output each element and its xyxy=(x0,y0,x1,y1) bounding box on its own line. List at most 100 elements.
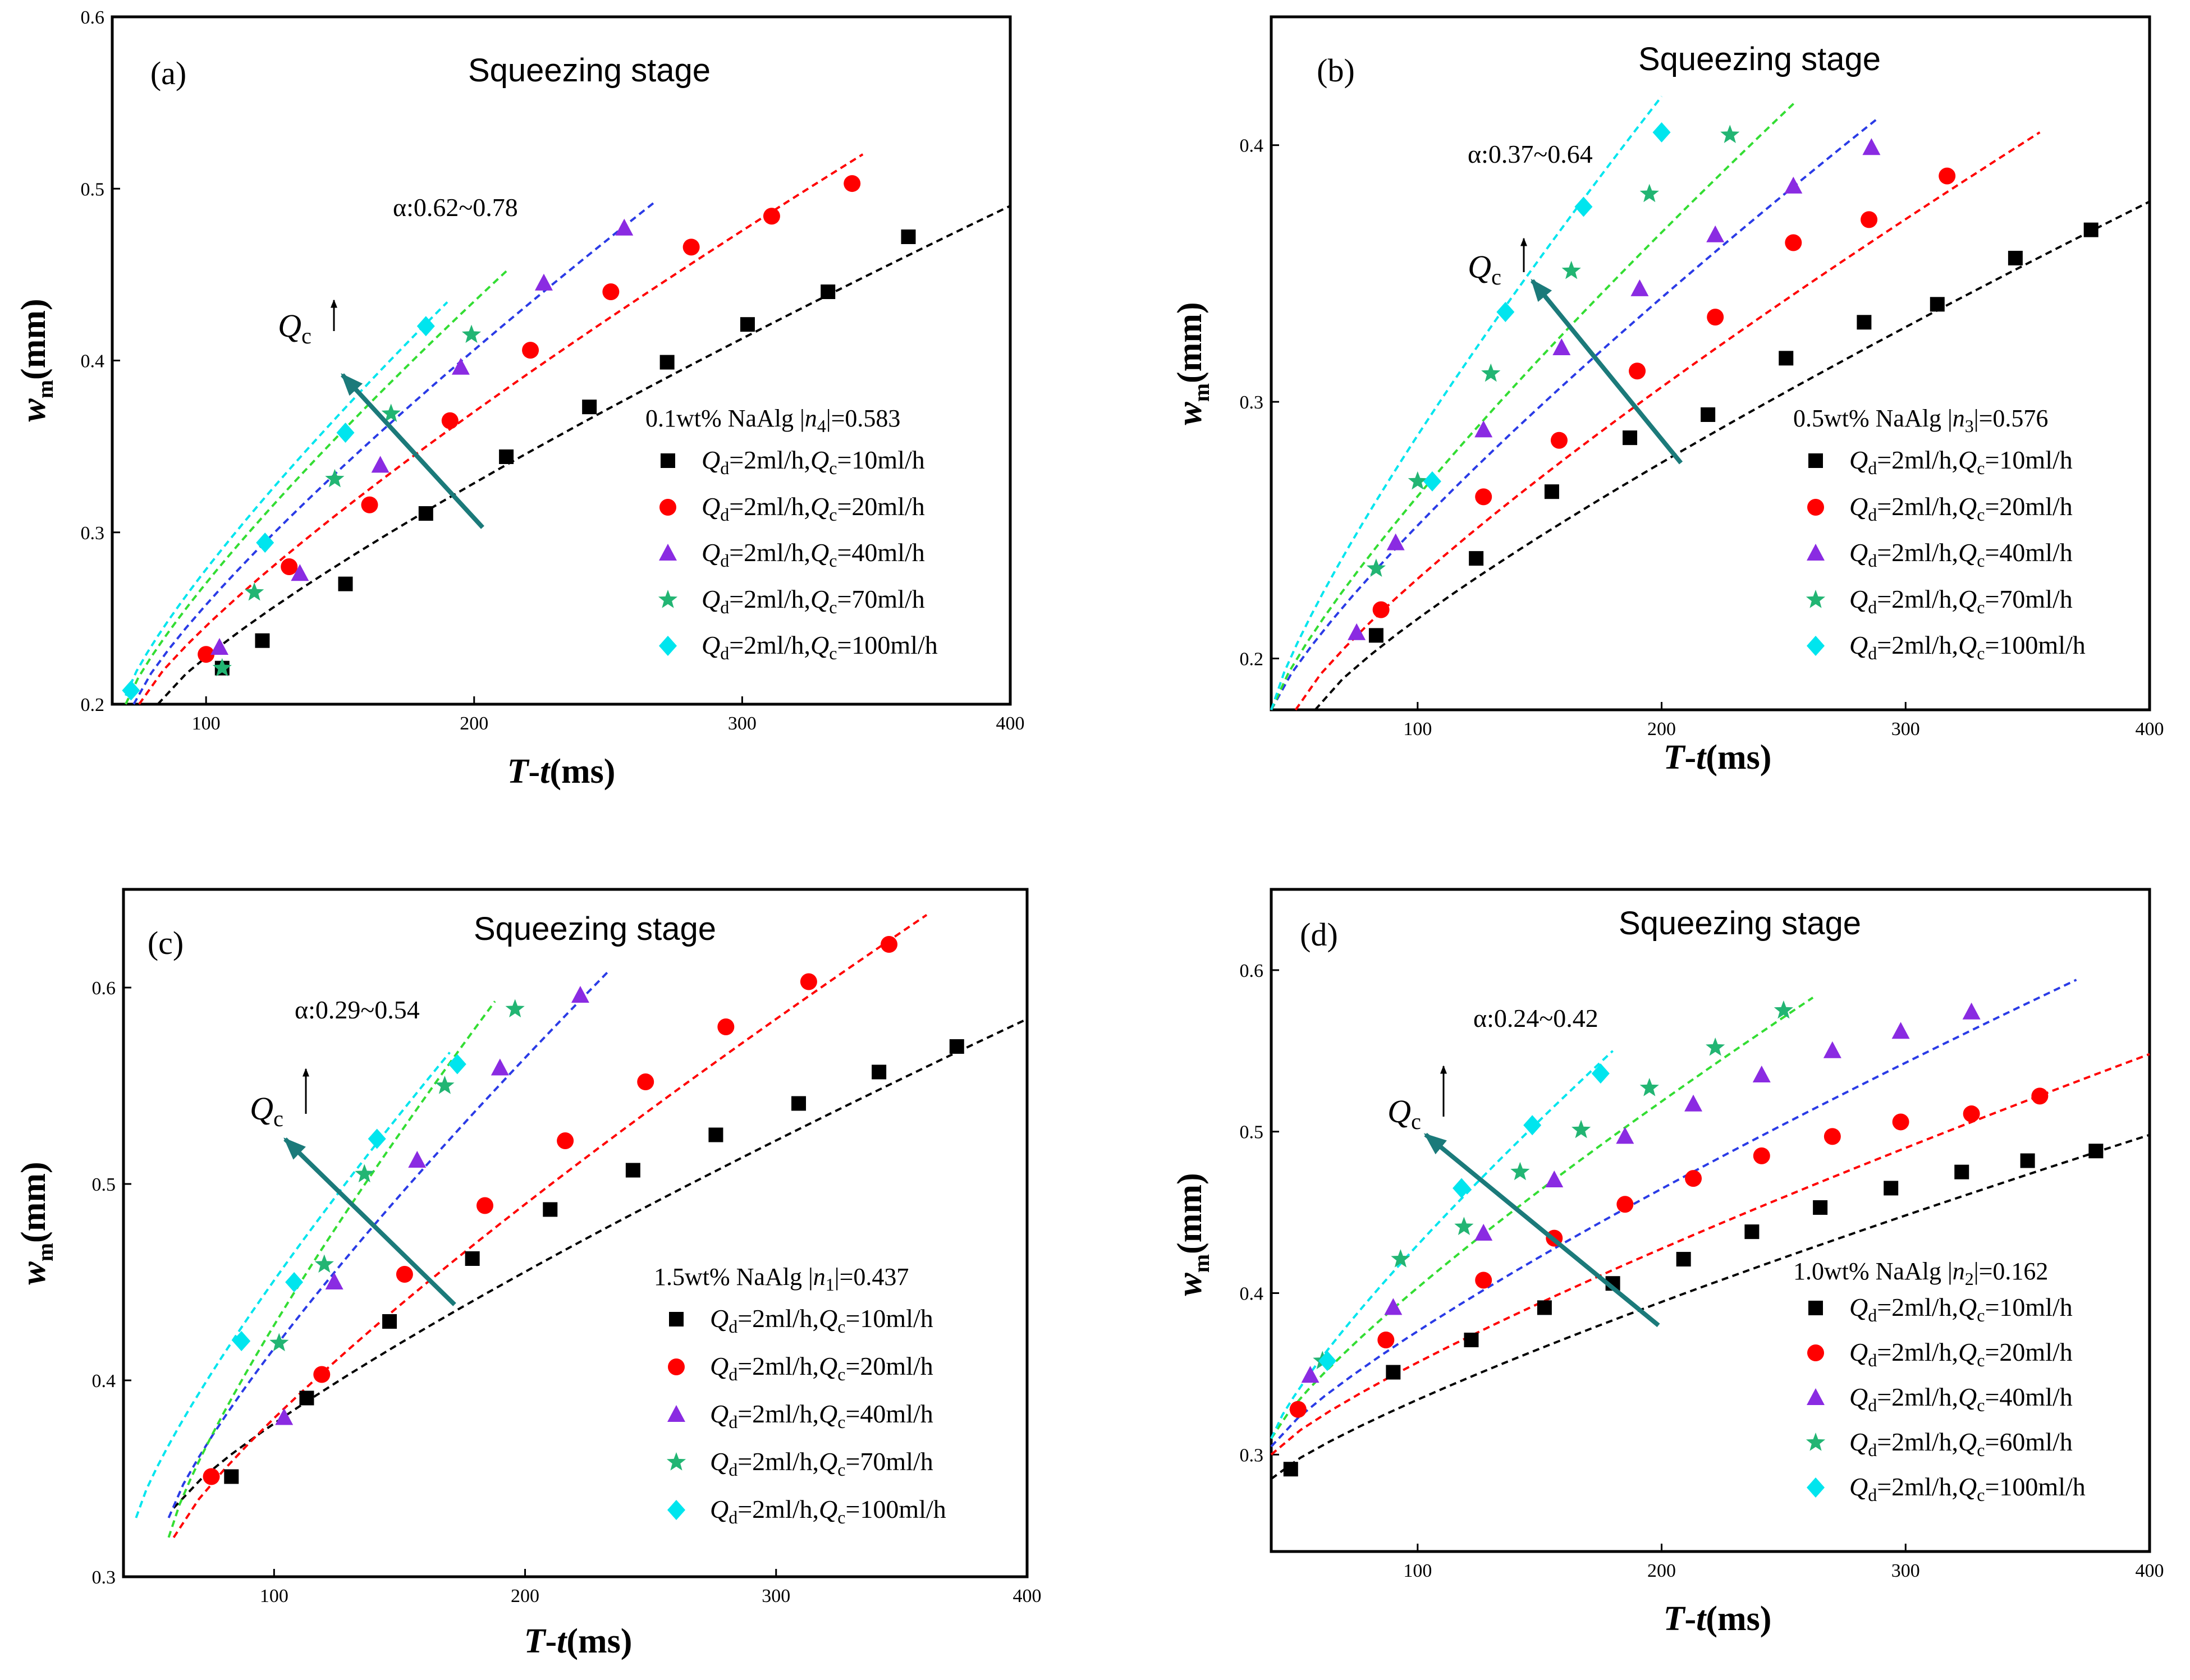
legend-title: 0.5wt% NaAlg |n3|=0.576 xyxy=(1793,405,2048,436)
series-2 xyxy=(203,936,898,1485)
data-point xyxy=(465,1251,480,1266)
data-point xyxy=(872,1064,887,1080)
data-point xyxy=(245,582,264,601)
chart-title: Squeezing stage xyxy=(468,52,711,89)
x-axis-title: T-t(ms) xyxy=(507,752,616,791)
data-point xyxy=(418,506,433,521)
data-point xyxy=(491,1058,509,1076)
data-point xyxy=(1481,363,1501,382)
data-point xyxy=(1639,183,1659,203)
legend-entry: Qd=2ml/h,Qc=10ml/h xyxy=(710,1304,933,1337)
series-4 xyxy=(1366,125,1740,577)
y-tick-label: 0.3 xyxy=(92,1567,116,1588)
data-point xyxy=(382,1314,397,1329)
data-point xyxy=(1523,1115,1542,1136)
x-tick-label: 300 xyxy=(762,1586,790,1606)
data-point xyxy=(1774,1000,1793,1019)
data-point xyxy=(800,973,817,990)
data-point xyxy=(1962,1002,1981,1020)
data-point xyxy=(2031,1087,2049,1105)
trend-arrow xyxy=(1530,278,1683,465)
data-point xyxy=(232,1331,251,1351)
trend-arrow xyxy=(341,373,484,529)
data-point xyxy=(477,1197,493,1214)
x-axis-title: T-t(ms) xyxy=(1664,1600,1772,1638)
series-3 xyxy=(1348,138,1881,640)
data-point xyxy=(1561,260,1581,279)
y-tick-label: 0.2 xyxy=(1240,649,1264,670)
data-point xyxy=(1545,1171,1564,1188)
data-point xyxy=(285,1272,304,1292)
legend-marker xyxy=(1807,1477,1825,1498)
data-point xyxy=(1348,623,1366,640)
y-tick-label: 0.2 xyxy=(81,695,105,715)
data-point xyxy=(1752,1065,1771,1082)
y-tick-label: 0.6 xyxy=(81,7,105,28)
data-point xyxy=(122,680,140,701)
data-point xyxy=(361,496,378,513)
data-point xyxy=(338,576,353,591)
data-point xyxy=(1474,420,1493,438)
data-point xyxy=(637,1073,654,1090)
data-point xyxy=(1963,1105,1980,1123)
data-point xyxy=(1779,351,1794,366)
data-point xyxy=(2083,222,2099,237)
legend-marker xyxy=(659,499,676,516)
legend-entry: Qd=2ml/h,Qc=10ml/h xyxy=(1849,1293,2073,1325)
data-point xyxy=(844,175,861,192)
data-point xyxy=(1475,488,1492,506)
legend-marker xyxy=(1808,1301,1823,1315)
data-point xyxy=(212,658,232,677)
fit-curve xyxy=(125,301,448,696)
legend-marker xyxy=(667,1500,685,1520)
data-point xyxy=(281,558,298,575)
legend-entry: Qd=2ml/h,Qc=100ml/h xyxy=(710,1495,946,1527)
series-4 xyxy=(212,324,482,677)
series-5 xyxy=(122,316,435,701)
data-point xyxy=(1706,225,1725,242)
data-point xyxy=(791,1096,807,1111)
data-point xyxy=(1464,1332,1479,1347)
fit-curve xyxy=(1270,997,1814,1439)
series-5 xyxy=(1423,122,1671,492)
legend-marker xyxy=(669,1312,684,1326)
y-tick-label: 0.3 xyxy=(81,523,105,544)
alpha-annotation: α:0.62~0.78 xyxy=(393,193,518,222)
data-point xyxy=(582,400,597,415)
fit-curve xyxy=(1270,1133,2150,1480)
panel-tag: (b) xyxy=(1317,52,1355,89)
data-point xyxy=(522,342,539,359)
data-point xyxy=(1701,407,1716,422)
x-tick-label: 100 xyxy=(260,1586,288,1606)
data-point xyxy=(717,1018,735,1035)
alpha-annotation: α:0.29~0.54 xyxy=(295,995,420,1024)
legend-entry: Qd=2ml/h,Qc=40ml/h xyxy=(1849,1383,2073,1415)
panel-tag: (a) xyxy=(150,55,186,91)
data-point xyxy=(1720,125,1740,143)
legend-entry: Qd=2ml/h,Qc=20ml/h xyxy=(1849,492,2073,525)
series-1 xyxy=(224,1039,964,1484)
chart-title: Squeezing stage xyxy=(1638,41,1881,77)
data-point xyxy=(1408,471,1427,490)
data-point xyxy=(1706,1038,1725,1056)
data-point xyxy=(1857,315,1872,330)
series-5 xyxy=(232,1054,466,1351)
y-tick-label: 0.3 xyxy=(1240,1445,1264,1466)
qc-label: Qc xyxy=(250,1090,283,1131)
legend-title: 1.5wt% NaAlg |n1|=0.437 xyxy=(654,1263,909,1295)
data-point xyxy=(881,936,898,953)
data-point xyxy=(1391,1249,1410,1268)
y-tick-label: 0.6 xyxy=(92,978,116,999)
x-tick-label: 400 xyxy=(996,713,1025,734)
series-2 xyxy=(1289,1087,2049,1418)
data-point xyxy=(901,229,916,244)
data-point xyxy=(355,1164,374,1183)
data-point xyxy=(1954,1164,1969,1179)
y-tick-label: 0.4 xyxy=(92,1371,116,1392)
series-2 xyxy=(198,175,861,663)
data-point xyxy=(557,1132,574,1149)
data-point xyxy=(1423,471,1441,492)
x-tick-label: 300 xyxy=(1891,719,1920,740)
data-point xyxy=(1884,1181,1899,1196)
data-point xyxy=(1474,1224,1493,1241)
